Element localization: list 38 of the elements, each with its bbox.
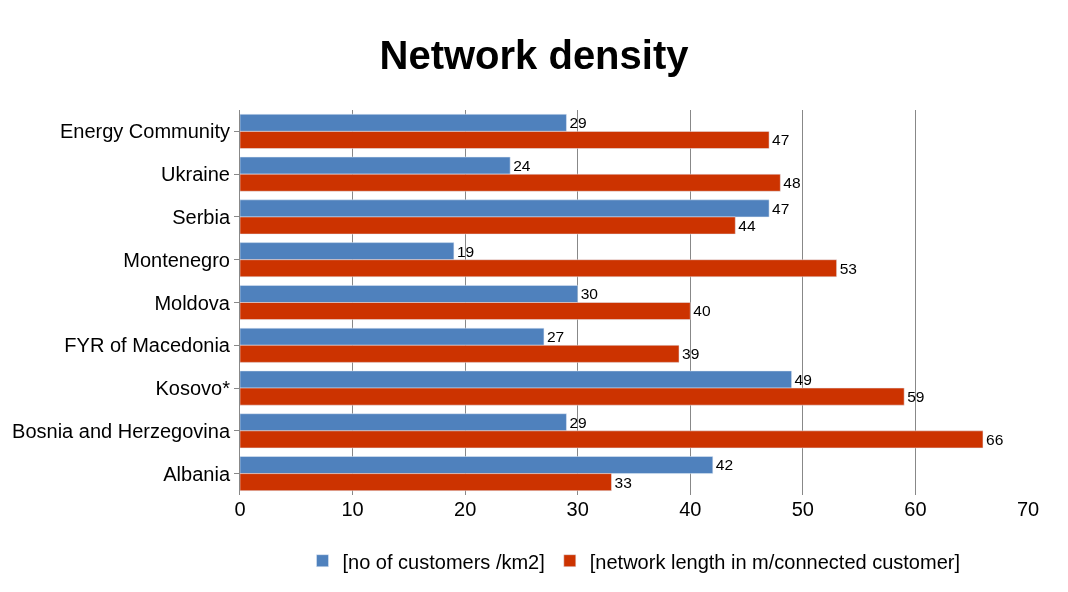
y-tick-label: Ukraine	[161, 163, 230, 186]
data-label: 42	[715, 456, 734, 474]
data-label: 66	[985, 430, 1004, 448]
x-tick-label: 40	[679, 498, 702, 520]
data-label: 39	[682, 345, 700, 363]
y-tick-label: FYR of Macedonia	[64, 334, 231, 357]
data-label: 33	[614, 473, 632, 491]
data-label: 47	[772, 199, 790, 217]
x-tick-label: 70	[1016, 498, 1040, 520]
data-label: 49	[794, 370, 812, 388]
data-label: 47	[772, 131, 790, 149]
y-tick-label: Energy Community	[59, 120, 230, 143]
data-label: 19	[456, 242, 475, 260]
data-label: 30	[580, 285, 599, 303]
data-label: 53	[839, 259, 857, 277]
data-label: 24	[513, 157, 531, 175]
x-tick-label: 10	[341, 498, 364, 520]
data-label: 29	[569, 114, 587, 132]
y-tick-label: Moldova	[154, 291, 231, 314]
data-label: 40	[693, 302, 711, 320]
chart-title: Network density	[379, 33, 690, 78]
legend-label: [no of customers /km2]	[342, 550, 545, 573]
x-tick-label: 50	[791, 498, 814, 520]
legend-label: [network length in m/connected customer]	[589, 550, 960, 573]
data-label: 29	[569, 413, 587, 431]
y-tick-label: Serbia	[172, 205, 231, 228]
y-tick-label: Kosovo*	[155, 377, 231, 400]
y-tick-label: Montenegro	[123, 248, 230, 271]
x-tick-label: 60	[904, 498, 927, 520]
data-label: 59	[907, 388, 925, 406]
y-tick-label: Albania	[163, 462, 231, 485]
data-label: 44	[738, 216, 756, 234]
x-tick-label: 30	[566, 498, 589, 520]
x-tick-label: 20	[454, 498, 477, 520]
data-label: 27	[546, 328, 565, 346]
data-label: 48	[783, 174, 801, 192]
y-tick-label: Bosnia and Herzegovina	[12, 419, 231, 442]
x-tick-label: 0	[234, 498, 246, 520]
